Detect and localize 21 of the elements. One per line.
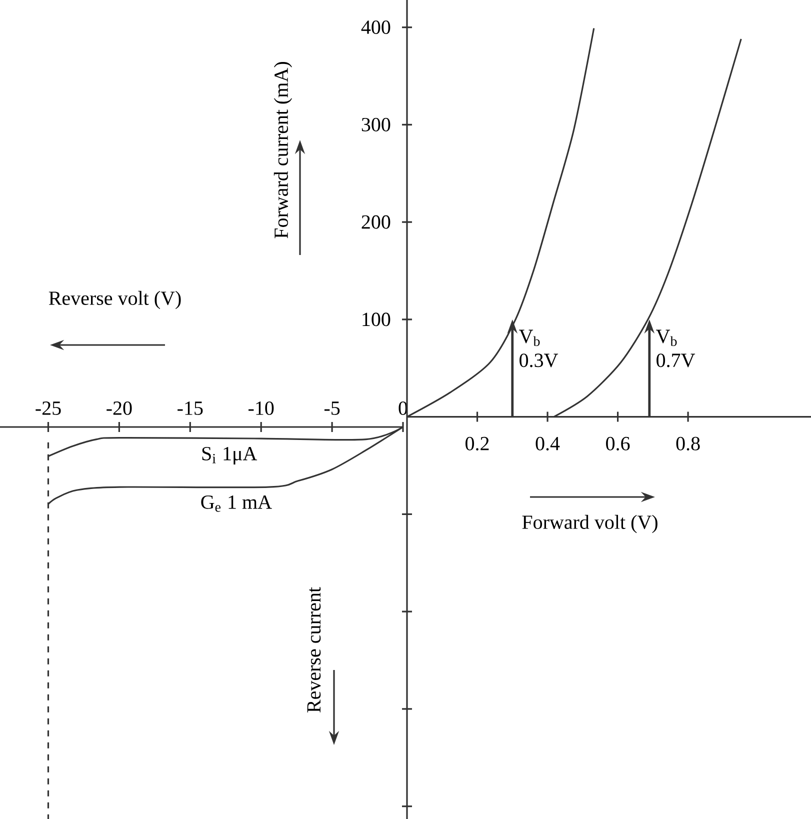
y-tick-label: 300 xyxy=(362,118,390,132)
annotation: V$_{b}$ 0.3V xyxy=(519,330,558,368)
y-tick-label: 400 xyxy=(361,20,390,34)
y-tick-label: 200 xyxy=(362,215,390,229)
x-tick-label: 0.8 xyxy=(676,436,700,450)
x-tick-label: 0.6 xyxy=(606,436,630,450)
y-tick-label: 100 xyxy=(362,312,390,326)
x-tick-label: 0.2 xyxy=(466,436,489,450)
series-label: S$_{i}$ 1μA xyxy=(202,446,258,464)
x-tick-label: 0.4 xyxy=(536,436,560,450)
x-tick-label: -15 xyxy=(178,402,203,415)
series-label: G$_{e}$ 1 mA xyxy=(201,495,272,512)
x-tick-label: -25 xyxy=(36,402,61,415)
text: Reverse current xyxy=(307,587,321,712)
annotation: V$_{b}$ 0.7V xyxy=(656,330,696,368)
x-tick-label: -5 xyxy=(324,402,340,415)
y-axis-title: Forward current (mA) xyxy=(274,62,292,238)
x-axis-title: Forward volt (V) xyxy=(522,514,658,534)
x-tick-label: -20 xyxy=(106,401,132,415)
x-tick-label: -10 xyxy=(248,401,274,415)
x-axis-title: Reverse volt (V) xyxy=(48,290,181,310)
